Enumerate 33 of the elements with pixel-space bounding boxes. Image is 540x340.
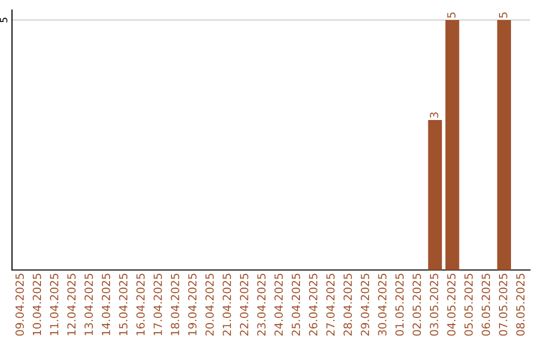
x-tick-label: 15.04.2025 <box>119 274 128 336</box>
x-tick-label: 18.04.2025 <box>170 274 180 336</box>
x-tick-label: 30.04.2025 <box>378 274 386 336</box>
x-tick-label: 07.05.2025 <box>498 274 508 336</box>
x-tick-label: 12.04.2025 <box>67 274 76 336</box>
x-tick-label: 01.05.2025 <box>395 274 404 336</box>
x-tick-label: 04.05.2025 <box>447 274 456 336</box>
x-tick-label: 29.04.2025 <box>360 274 370 336</box>
x-tick-label: 22.04.2025 <box>240 274 248 336</box>
data-label: 3 <box>430 112 438 118</box>
data-label: 5 <box>447 12 456 18</box>
x-tick-label: 26.04.2025 <box>308 274 318 336</box>
x-tick-label: 02.05.2025 <box>412 274 421 336</box>
x-tick-label: 24.04.2025 <box>274 274 283 336</box>
x-tick-label: 17.04.2025 <box>154 274 162 336</box>
x-tick-label: 13.04.2025 <box>84 274 93 336</box>
x-tick-label: 08.05.2025 <box>516 274 525 336</box>
x-tick-label: 20.04.2025 <box>205 274 214 336</box>
x-tick-label: 11.04.2025 <box>50 274 58 336</box>
x-tick-label: 06.05.2025 <box>482 274 490 336</box>
x-tick-label: 14.04.2025 <box>102 274 110 336</box>
data-label: 5 <box>499 12 508 18</box>
x-tick-label: 27.04.2025 <box>326 274 335 336</box>
x-tick-label: 23.04.2025 <box>257 274 266 336</box>
x-tick-label: 19.04.2025 <box>188 274 197 336</box>
x-tick-label: 16.04.2025 <box>136 274 145 336</box>
x-tick-label: 03.05.2025 <box>430 274 438 336</box>
x-tick-label: 21.04.2025 <box>222 274 232 336</box>
x-tick-label: 05.05.2025 <box>464 274 473 336</box>
x-tick-label: 09.04.2025 <box>15 274 24 336</box>
x-tick-label: 28.04.2025 <box>344 274 352 336</box>
x-tick-label: 25.04.2025 <box>292 274 300 336</box>
x-tick-label: 10.04.2025 <box>32 274 42 336</box>
